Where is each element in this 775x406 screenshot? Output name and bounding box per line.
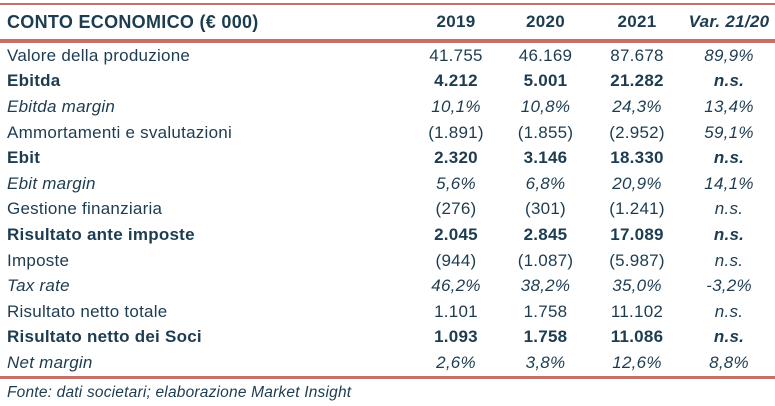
cell-2020: 1.758 — [523, 327, 568, 347]
cell-var-21-20: n.s. — [713, 148, 745, 168]
cell-2019: 41.755 — [429, 45, 483, 65]
row-label: Valore della produzione — [7, 45, 191, 65]
cell-var-21-20: 13,4% — [704, 96, 754, 116]
table-row: Ammortamenti e svalutazioni (1.891) (1.855… — [0, 120, 775, 146]
cell-2021: 11.086 — [610, 327, 664, 347]
cell-2021: 20,9% — [612, 173, 662, 193]
row-label: Imposte — [7, 250, 70, 270]
row-label: Gestione finanziaria — [7, 199, 163, 219]
cell-2021: 17.089 — [610, 224, 664, 244]
cell-2021: (1.241) — [609, 199, 665, 219]
cell-2019: (276) — [435, 199, 477, 219]
cell-var-21-20: 8,8% — [709, 352, 749, 372]
row-label: Ebit — [7, 148, 41, 168]
income-statement-table: CONTO ECONOMICO (€ 000) 2019 2020 2021 V… — [0, 3, 775, 379]
cell-var-21-20: n.s. — [714, 250, 744, 270]
cell-2019: 2,6% — [436, 352, 476, 372]
cell-2019: 5,6% — [436, 173, 476, 193]
cell-2019: 1.101 — [434, 301, 478, 321]
table-row: Risultato netto dei Soci 1.093 1.758 11.086… — [0, 325, 775, 351]
cell-2020: 38,2% — [520, 276, 571, 296]
cell-2020: (1.087) — [517, 250, 574, 270]
cell-2020: (1.855) — [517, 122, 574, 142]
table-row: Risultato netto totale 1.101 1.758 11.102 n.… — [0, 299, 775, 325]
cell-var-21-20: 59,1% — [704, 122, 754, 142]
column-header-2020: 2020 — [500, 4, 591, 43]
cell-2020: 1.758 — [523, 301, 568, 321]
table-row: Imposte (944) (1.087) (5.987) n.s. — [0, 248, 775, 274]
table-header-row: CONTO ECONOMICO (€ 000) 2019 2020 2021 V… — [0, 4, 775, 43]
cell-2020: 3,8% — [525, 352, 566, 372]
cell-2021: (2.952) — [609, 122, 665, 142]
table-row: Net margin 2,6% 3,8% 12,6% 8,8% — [0, 350, 775, 377]
cell-var-21-20: n.s. — [713, 71, 745, 91]
cell-2021: 21.282 — [610, 71, 664, 91]
row-label: Tax rate — [7, 276, 70, 296]
cell-var-21-20: n.s. — [713, 327, 745, 347]
cell-var-21-20: -3,2% — [706, 276, 752, 296]
cell-2019: 2.045 — [434, 224, 478, 244]
cell-var-21-20: n.s. — [714, 199, 744, 219]
cell-2020: 46.169 — [518, 45, 573, 65]
cell-2021: 12,6% — [612, 352, 662, 372]
cell-2019: (1.891) — [428, 122, 484, 142]
row-label: Ammortamenti e svalutazioni — [7, 122, 233, 142]
cell-2020: 2.845 — [523, 224, 568, 244]
column-header-2021: 2021 — [591, 4, 683, 43]
row-label: Ebitda margin — [7, 96, 116, 116]
cell-2021: 35,0% — [612, 276, 662, 296]
cell-2020: (301) — [525, 199, 566, 219]
cell-2021: 11.102 — [610, 301, 664, 321]
cell-2021: 18.330 — [610, 148, 664, 168]
cell-var-21-20: n.s. — [713, 224, 745, 244]
table-row: Tax rate 46,2% 38,2% 35,0% -3,2% — [0, 273, 775, 299]
column-header-var-21-20: Var. 21/20 — [683, 4, 775, 43]
cell-2021: (5.987) — [609, 250, 665, 270]
cell-2019: 2.320 — [434, 148, 478, 168]
row-label: Net margin — [7, 352, 93, 372]
source-note: Fonte: dati societari; elaborazione Mark… — [7, 383, 352, 401]
column-header-2019: 2019 — [412, 4, 500, 43]
cell-2020: 3.146 — [523, 148, 568, 168]
table-row: Ebitda margin 10,1% 10,8% 24,3% 13,4% — [0, 94, 775, 120]
table-row: Gestione finanziaria (276) (301) (1.241) n.s… — [0, 197, 775, 223]
cell-2020: 5.001 — [523, 71, 568, 91]
cell-2020: 10,8% — [520, 96, 571, 116]
table-row: Ebit margin 5,6% 6,8% 20,9% 14,1% — [0, 171, 775, 197]
row-label: Risultato ante imposte — [7, 224, 195, 244]
row-label: Risultato netto dei Soci — [7, 327, 202, 347]
cell-var-21-20: 89,9% — [704, 45, 754, 65]
row-label: Ebitda — [7, 71, 61, 91]
cell-2019: 10,1% — [431, 96, 481, 116]
cell-2019: (944) — [435, 250, 477, 270]
cell-2021: 87.678 — [610, 45, 664, 65]
cell-2019: 1.093 — [434, 327, 478, 347]
row-label: Ebit margin — [7, 173, 96, 193]
cell-2019: 4.212 — [434, 71, 478, 91]
table-row: Risultato ante imposte 2.045 2.845 17.089 n.… — [0, 222, 775, 248]
cell-2019: 46,2% — [431, 276, 481, 296]
row-label: Risultato netto totale — [7, 301, 168, 321]
cell-var-21-20: n.s. — [714, 301, 744, 321]
table-row: Ebit 2.320 3.146 18.330 n.s. — [0, 145, 775, 171]
cell-var-21-20: 14,1% — [704, 173, 754, 193]
table-title: CONTO ECONOMICO (€ 000) — [0, 4, 412, 43]
cell-2021: 24,3% — [612, 96, 662, 116]
table-body: Valore della produzione 41.755 46.169 87.67… — [0, 41, 775, 377]
cell-2020: 6,8% — [525, 173, 566, 193]
table-row: Valore della produzione 41.755 46.169 87.67… — [0, 41, 775, 69]
table-row: Ebitda 4.212 5.001 21.282 n.s. — [0, 69, 775, 95]
